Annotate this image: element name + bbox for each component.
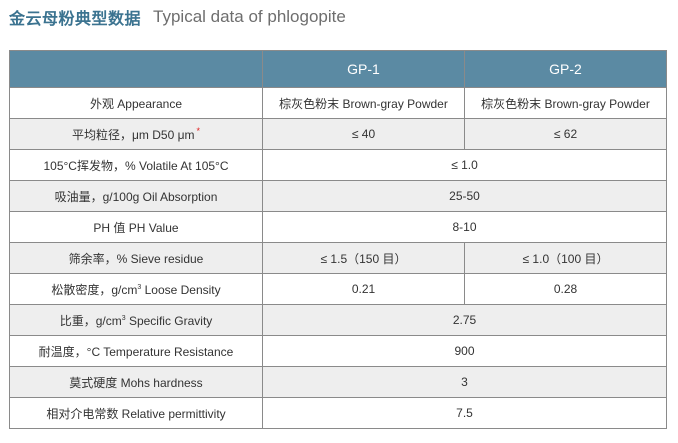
gp2-value: 棕灰色粉末 Brown-gray Powder [464,87,667,119]
merged-value: 2.75 [262,304,667,336]
table-row: 平均粒径，μm D50 μm * ≤ 40 ≤ 62 [9,118,667,150]
property-cell: 筛余率，% Sieve residue [9,242,263,274]
gp2-value: 0.28 [464,273,667,305]
required-star: * [196,125,201,136]
title-english: Typical data of phlogopite [153,7,346,26]
gp2-value: ≤ 1.0（100 目） [464,242,667,274]
gp1-value: ≤ 40 [262,118,465,150]
unit-exponent: 3 [137,283,142,291]
property-label-en: Loose Density [141,282,221,297]
merged-value: ≤ 1.0 [262,149,667,181]
gp1-value: ≤ 1.5（150 目） [262,242,465,274]
merged-value: 7.5 [262,397,667,429]
property-cell: 吸油量，g/100g Oil Absorption [9,180,263,212]
property-cell: PH 值 PH Value [9,211,263,243]
table-row: 相对介电常数 Relative permittivity 7.5 [9,397,667,429]
property-label: 松散密度，g/cm [51,282,138,297]
property-cell: 平均粒径，μm D50 μm * [9,118,263,150]
property-cell: 莫式硬度 Mohs hardness [9,366,263,398]
table-row: 松散密度，g/cm3 Loose Density 0.21 0.28 [9,273,667,305]
property-cell: 耐温度，°C Temperature Resistance [9,335,263,367]
header-gp2: GP-2 [464,50,667,88]
table-row: 耐温度，°C Temperature Resistance 900 [9,335,667,367]
merged-value: 25-50 [262,180,667,212]
gp1-value: 0.21 [262,273,465,305]
property-label: 比重，g/cm [59,313,122,328]
table-row: 外观 Appearance 棕灰色粉末 Brown-gray Powder 棕灰… [9,87,667,119]
property-cell: 松散密度，g/cm3 Loose Density [9,273,263,305]
gp2-value: ≤ 62 [464,118,667,150]
title-chinese: 金云母粉典型数据 [9,11,142,28]
header-property [9,50,263,88]
phlogopite-data-table: GP-1 GP-2 外观 Appearance 棕灰色粉末 Brown-gray… [9,50,667,429]
property-cell: 外观 Appearance [9,87,263,119]
table-header-row: GP-1 GP-2 [9,50,667,88]
table-row: 吸油量，g/100g Oil Absorption 25-50 [9,180,667,212]
table-row: 比重，g/cm3 Specific Gravity 2.75 [9,304,667,336]
gp1-value: 棕灰色粉末 Brown-gray Powder [262,87,465,119]
table-row: 筛余率，% Sieve residue ≤ 1.5（150 目） ≤ 1.0（1… [9,242,667,274]
header-gp1: GP-1 [262,50,465,88]
merged-value: 900 [262,335,667,367]
unit-exponent: 3 [121,314,126,322]
merged-value: 3 [262,366,667,398]
property-label: 平均粒径，μm D50 μm [71,127,195,142]
property-label-en: Specific Gravity [125,313,213,328]
property-cell: 相对介电常数 Relative permittivity [9,397,263,429]
table-row: 105°C挥发物，% Volatile At 105°C ≤ 1.0 [9,149,667,181]
table-row: 莫式硬度 Mohs hardness 3 [9,366,667,398]
table-row: PH 值 PH Value 8-10 [9,211,667,243]
merged-value: 8-10 [262,211,667,243]
property-cell: 比重，g/cm3 Specific Gravity [9,304,263,336]
page-title: 金云母粉典型数据 Typical data of phlogopite [9,2,346,32]
property-cell: 105°C挥发物，% Volatile At 105°C [9,149,263,181]
